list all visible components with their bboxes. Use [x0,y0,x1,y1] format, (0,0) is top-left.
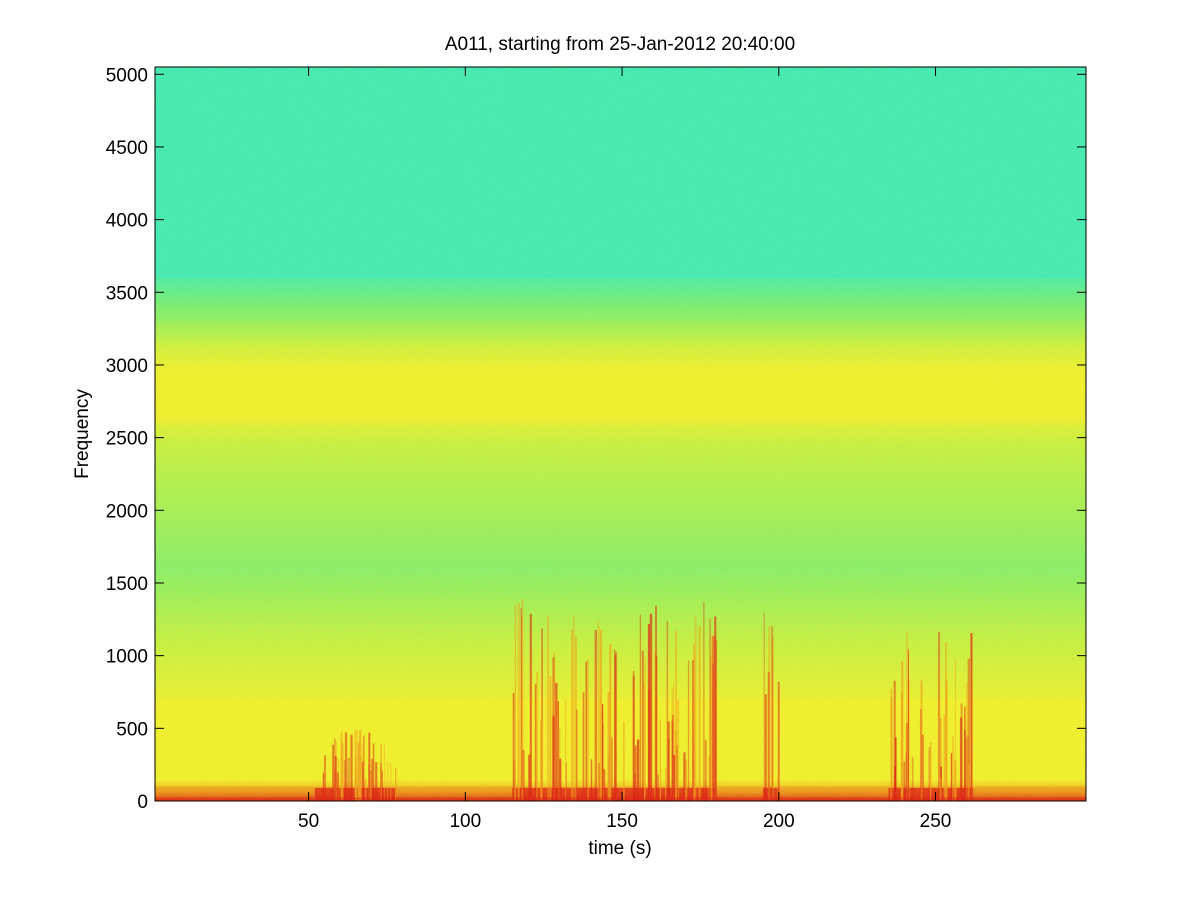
x-tick-label: 200 [763,811,795,832]
y-tick-label: 3500 [106,283,148,304]
x-tick-label: 100 [449,811,481,832]
x-axis-label: time (s) [588,838,651,859]
noise-texture [155,67,1086,801]
y-axis-ticks: 0 500 1000 1500 2000 2500 3000 3500 4000 4500 5000 [106,65,1086,813]
y-tick-label: 2500 [106,429,148,450]
y-tick-label: 1500 [106,574,148,595]
x-axis-ticks: 50 100 150 200 250 [298,67,951,832]
y-tick-label: 3000 [106,356,148,377]
y-axis-label: Frequency [72,389,93,479]
chart-title: A011, starting from 25-Jan-2012 20:40:00 [445,34,795,55]
y-tick-label: 500 [116,719,148,740]
y-tick-label: 0 [137,792,148,813]
x-tick-label: 250 [920,811,952,832]
y-tick-label: 1000 [106,647,148,668]
y-tick-label: 4000 [106,211,148,232]
x-tick-label: 50 [298,811,319,832]
x-tick-label: 150 [606,811,638,832]
y-tick-label: 2000 [106,501,148,522]
y-tick-label: 5000 [106,65,148,86]
y-tick-label: 4500 [106,138,148,159]
axes-frame [154,66,1087,802]
plot-area [155,67,1086,801]
